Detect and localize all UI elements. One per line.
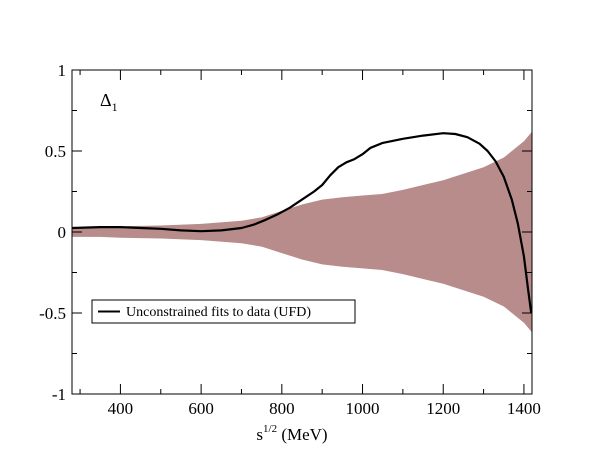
x-tick-label: 800 — [269, 399, 295, 418]
x-tick-label: 1200 — [426, 399, 460, 418]
y-tick-label: 0.5 — [45, 142, 66, 161]
x-axis-title-superscript: 1/2 — [263, 423, 277, 435]
x-axis-title-rest: (MeV) — [277, 425, 328, 444]
legend-entry-label: Unconstrained fits to data (UFD) — [126, 305, 311, 320]
legend: Unconstrained fits to data (UFD) — [92, 300, 355, 323]
delta-subscript: 1 — [112, 100, 118, 114]
x-axis-title-base: s — [256, 425, 263, 444]
delta-symbol: Δ — [100, 90, 112, 110]
x-tick-label: 600 — [188, 399, 214, 418]
y-tick-label: 0 — [58, 223, 67, 242]
x-tick-label: 1400 — [507, 399, 541, 418]
x-tick-label: 400 — [108, 399, 134, 418]
y-tick-label: -1 — [52, 385, 66, 404]
y-tick-label: -0.5 — [39, 304, 66, 323]
x-tick-label: 1000 — [346, 399, 380, 418]
y-tick-label: 1 — [58, 61, 67, 80]
